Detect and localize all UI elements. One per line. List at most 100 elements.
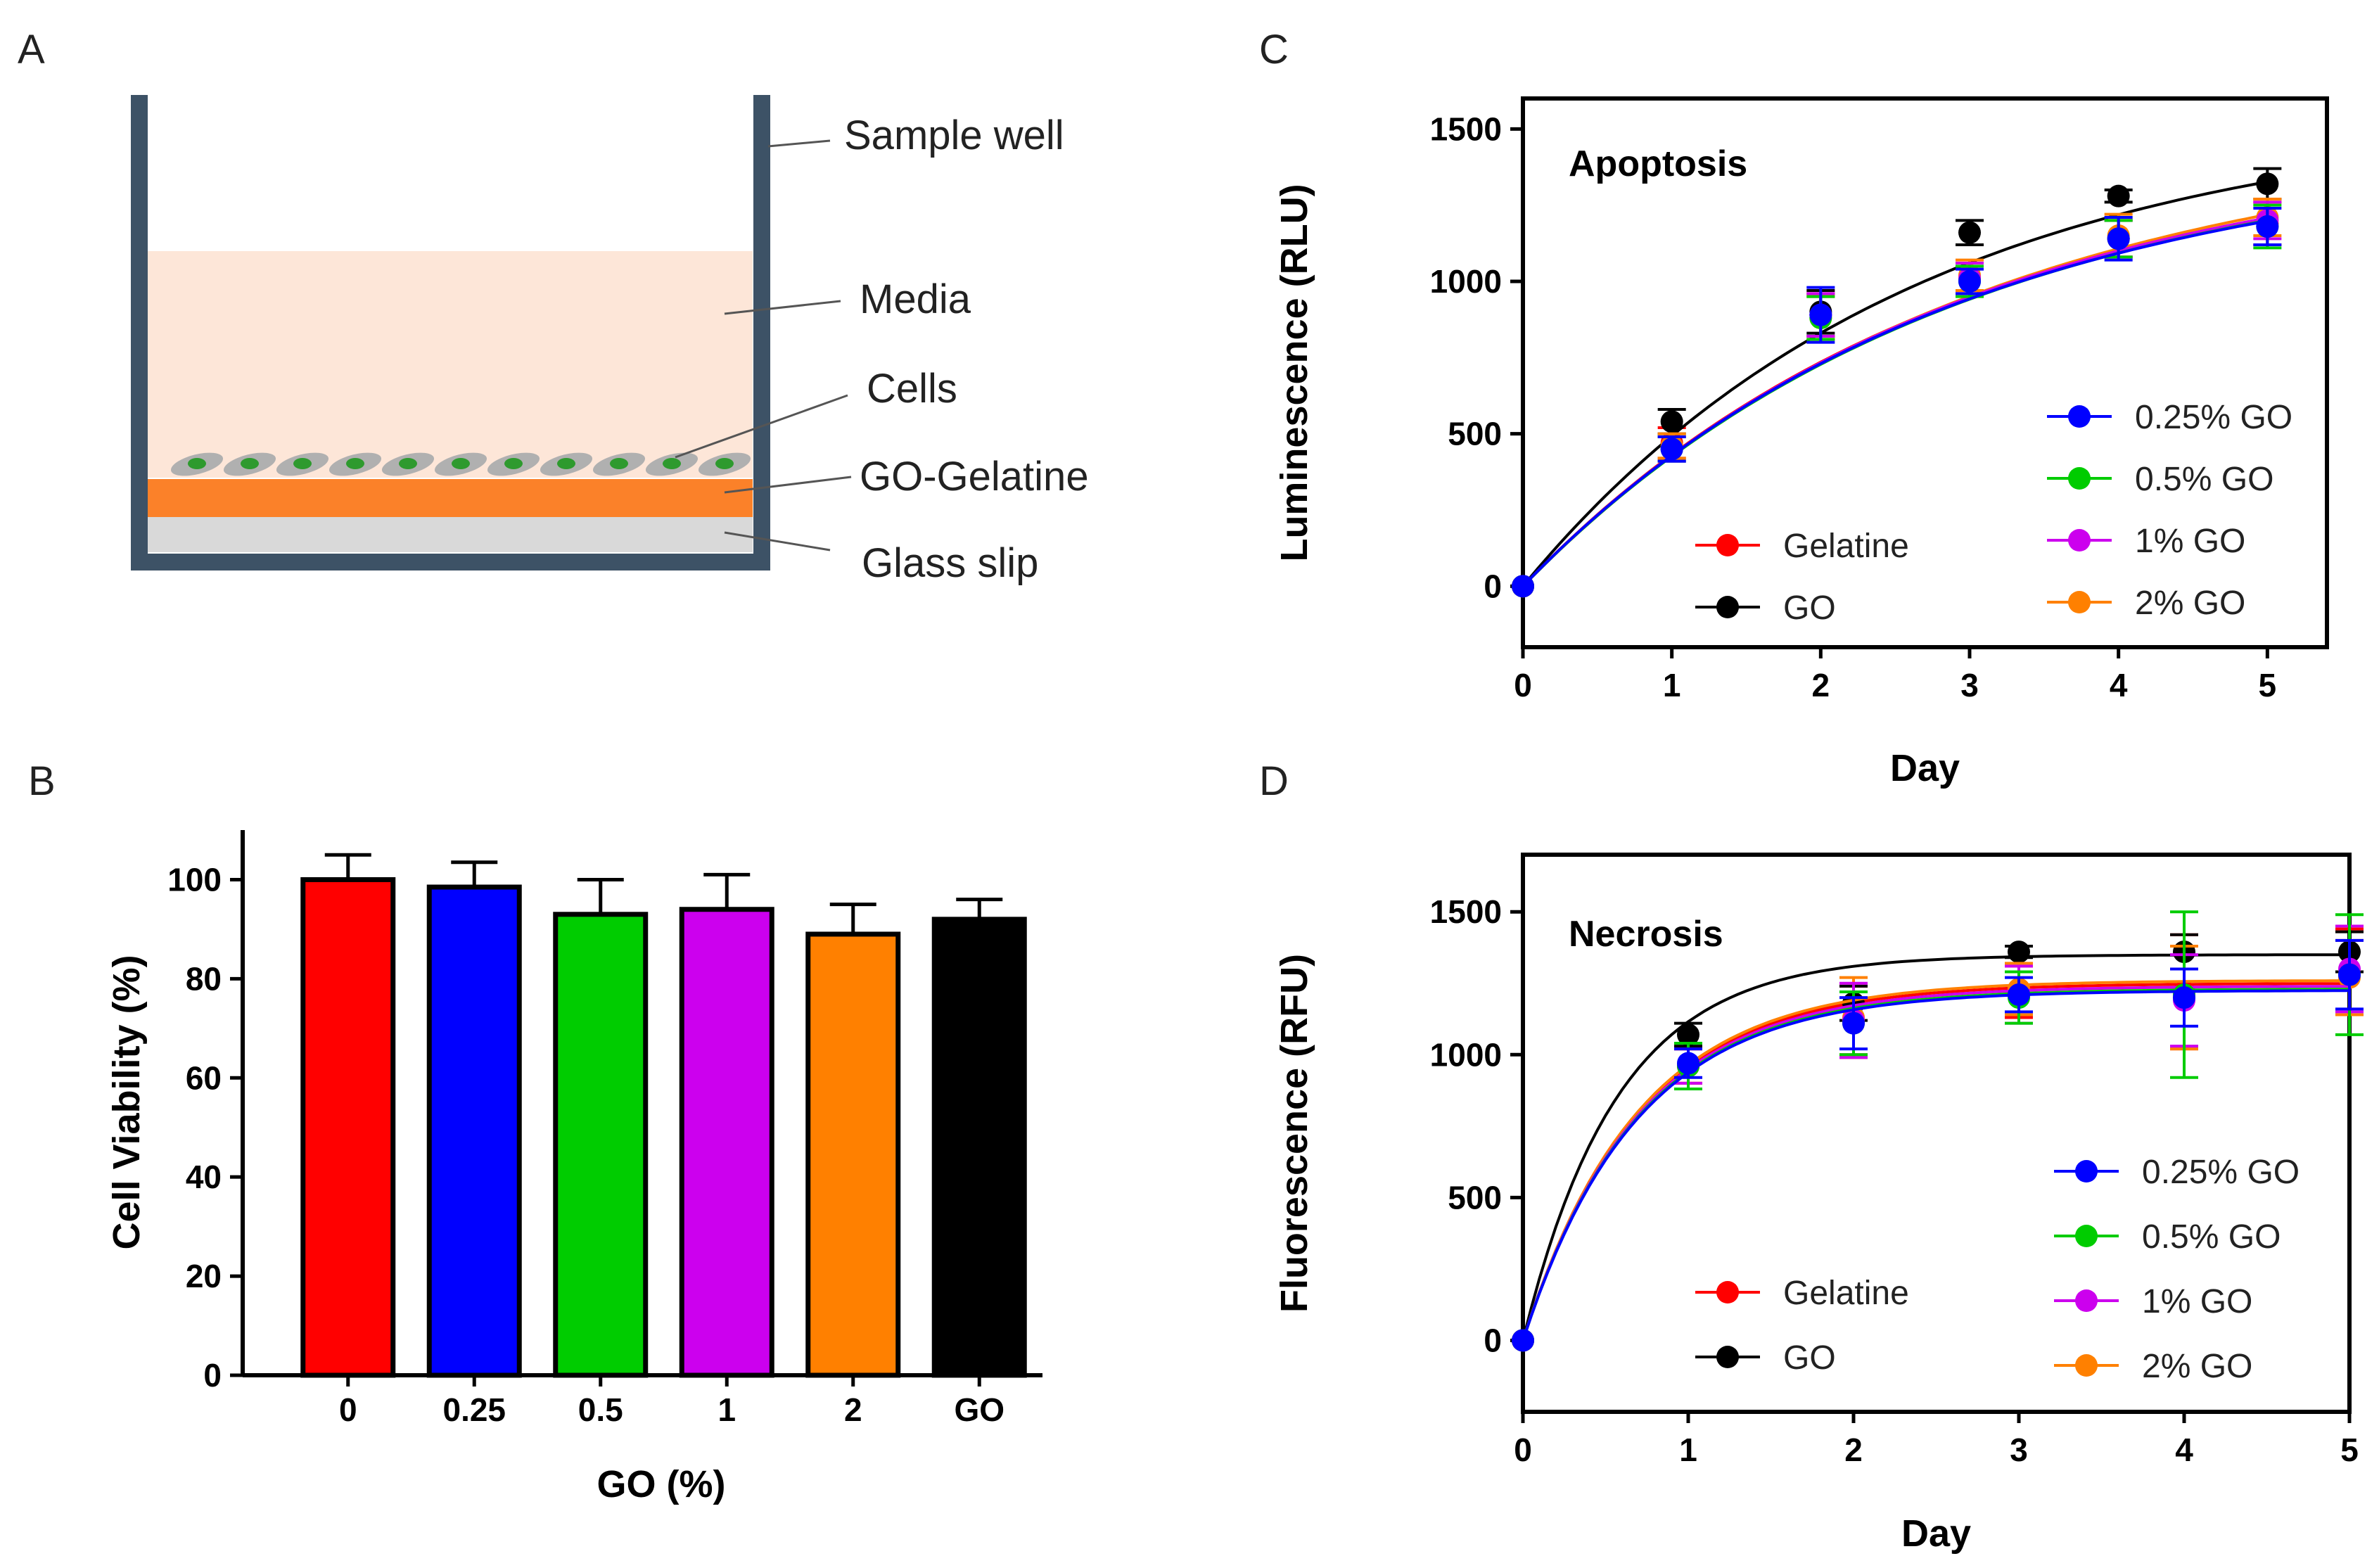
data-point	[1958, 221, 1981, 244]
y-tick-label: 1500	[1430, 110, 1502, 147]
data-point	[1958, 270, 1981, 293]
legend-label: 2% GO	[2142, 1348, 2252, 1385]
x-tick-label: 3	[1960, 667, 1979, 703]
data-point	[1660, 438, 1683, 461]
data-point	[2107, 227, 2130, 250]
bar-2	[805, 931, 901, 1378]
panel-label-a: A	[18, 27, 45, 72]
fit-curve-0-25pct-go	[1522, 219, 2268, 587]
data-point	[1842, 1012, 1865, 1035]
bar-0-25	[426, 884, 522, 1378]
legend-marker	[2075, 1160, 2098, 1183]
leader-go-gelatine	[724, 476, 852, 494]
glass-slip-layer	[148, 517, 753, 552]
cell-nucleus	[188, 458, 206, 469]
data-point	[2173, 986, 2195, 1009]
fit-curve-2pct-go	[1522, 979, 2349, 1341]
y-tick-label: 0	[1484, 568, 1502, 604]
legend-marker	[2068, 529, 2091, 552]
well-diagram: Sample well Media Cells GO-Gelatine Glas…	[131, 95, 1089, 586]
y-tick-label: 100	[167, 861, 222, 898]
bar-1	[679, 907, 774, 1378]
legend-item-go: GO	[1695, 589, 1836, 627]
data-point	[1677, 1052, 1699, 1075]
cell-nucleus	[610, 458, 628, 469]
legend-marker	[1716, 1346, 1739, 1368]
y-tick-label: 1000	[1430, 1036, 1502, 1073]
y-tick-label: 0	[1484, 1322, 1502, 1358]
legend-item-gelatine: Gelatine	[1695, 528, 1909, 565]
y-tick-label: 1500	[1430, 893, 1502, 930]
legend-item-0-25pct-go: 0.25% GO	[2047, 399, 2292, 436]
panel-label-b: B	[28, 758, 56, 804]
x-tick-label: GO	[954, 1391, 1004, 1428]
legend-label: 1% GO	[2142, 1283, 2252, 1320]
label-glass-slip: Glass slip	[862, 540, 1038, 586]
y-tick-label: 80	[186, 960, 222, 997]
fit-curve-go	[1522, 953, 2349, 1341]
legend-item-0-5pct-go: 0.5% GO	[2054, 1218, 2281, 1256]
cell-nucleus	[241, 458, 259, 469]
data-point	[1512, 575, 1534, 598]
legend-item-2pct-go: 2% GO	[2047, 585, 2245, 622]
panel-label-d: D	[1259, 758, 1289, 804]
legend-label: 2% GO	[2135, 585, 2245, 622]
leader-sample-well	[767, 139, 831, 148]
leader-glass-slip	[724, 531, 831, 552]
legend-label: 0.5% GO	[2135, 461, 2273, 498]
x-tick-label: 0	[1514, 667, 1532, 703]
fit-curve-0-25pct-go	[1522, 989, 2349, 1341]
panel-label-c: C	[1259, 27, 1289, 72]
x-tick-label: 0.5	[578, 1391, 623, 1428]
chart-title: Apoptosis	[1569, 144, 1747, 184]
data-point	[2256, 172, 2279, 196]
y-axis-label: Luminescence (RLU)	[1273, 184, 1315, 561]
x-tick-label: 0	[1514, 1432, 1532, 1468]
data-point	[2008, 983, 2030, 1007]
fit-curve-1pct-go	[1522, 985, 2349, 1341]
legend-item-0-25pct-go: 0.25% GO	[2054, 1154, 2300, 1191]
y-tick-label: 1000	[1430, 263, 1502, 300]
fit-curve-go	[1522, 180, 2268, 587]
x-axis-label: GO (%)	[597, 1463, 726, 1505]
sample-well	[131, 95, 770, 571]
legend-item-1pct-go: 1% GO	[2054, 1283, 2252, 1320]
cell-nucleus	[663, 458, 681, 469]
data-point	[2107, 184, 2130, 208]
cell-nucleus	[504, 458, 523, 469]
x-axis-label: Day	[1901, 1512, 1971, 1555]
series-0-25pct-go	[1512, 938, 2364, 1352]
label-go-gelatine: GO-Gelatine	[860, 454, 1089, 499]
cell-layer	[170, 452, 751, 476]
legend-label: GO	[1783, 589, 1836, 627]
series-go	[1512, 167, 2282, 598]
data-point	[1677, 1023, 1699, 1046]
y-tick-label: 40	[186, 1159, 222, 1195]
label-media: Media	[860, 276, 971, 322]
legend-label: 0.25% GO	[2135, 399, 2292, 436]
legend-label: 0.5% GO	[2142, 1218, 2281, 1256]
data-point	[2256, 215, 2279, 238]
label-cells: Cells	[867, 366, 957, 412]
legend-label: Gelatine	[1783, 528, 1909, 565]
data-point	[2338, 963, 2361, 986]
x-tick-label: 4	[2110, 667, 2128, 703]
chart-b-cell-viability: 0 20 40 60 80 100 0 0.25 0.5 1 2 GO GO (%) Cell Viabi…	[106, 830, 1042, 1505]
legend-marker	[2068, 467, 2091, 490]
plot-frame	[1521, 853, 2352, 1414]
x-tick-label: 4	[2175, 1432, 2193, 1468]
x-tick-label: 1	[717, 1391, 736, 1428]
x-tick-label: 5	[2340, 1432, 2359, 1468]
cell-nucleus	[715, 458, 734, 469]
legend-label: Gelatine	[1783, 1275, 1909, 1312]
legend-marker	[2068, 405, 2091, 428]
y-tick-label: 500	[1448, 416, 1502, 452]
y-tick-label: 20	[186, 1258, 222, 1294]
legend-marker	[2075, 1225, 2098, 1247]
bar-go	[931, 917, 1027, 1378]
legend-marker	[1716, 596, 1739, 618]
x-tick-label: 2	[1812, 667, 1830, 703]
data-point	[2008, 941, 2030, 964]
y-axis-label: Fluorescence (RFU)	[1273, 954, 1315, 1313]
